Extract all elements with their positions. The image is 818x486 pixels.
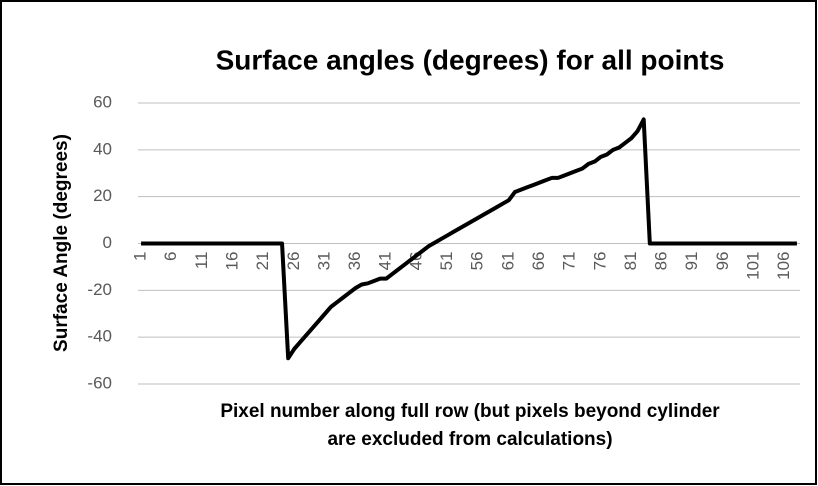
x-tick-label: 31	[314, 252, 333, 271]
y-tick-label: -20	[87, 280, 112, 299]
x-tick-label: 101	[744, 252, 763, 280]
x-tick-label: 56	[468, 252, 487, 271]
x-tick-label: 76	[590, 252, 609, 271]
x-tick-label: 16	[222, 252, 241, 271]
chart-title: Surface angles (degrees) for all points	[216, 44, 725, 75]
data-line	[141, 117, 797, 361]
x-tick-label: 1	[131, 252, 150, 261]
x-tick-label: 66	[529, 252, 548, 271]
x-tick-label: 71	[560, 252, 579, 271]
x-tick-label: 81	[621, 252, 640, 271]
y-axis-title: Surface Angle (degrees)	[51, 134, 72, 352]
x-axis-title: Pixel number along full row (but pixels …	[220, 401, 720, 422]
x-tick-label: 46	[406, 252, 425, 271]
x-tick-label: 21	[253, 252, 272, 271]
x-tick-label: 41	[376, 252, 395, 271]
y-tick-label: 40	[93, 139, 112, 158]
x-tick-label: 26	[284, 252, 303, 271]
x-tick-label: 91	[682, 252, 701, 271]
y-tick-label: -40	[87, 327, 112, 346]
y-tick-label: -60	[87, 373, 112, 392]
x-tick-label: 61	[498, 252, 517, 271]
x-tick-label: 106	[774, 252, 793, 280]
x-tick-label: 86	[652, 252, 671, 271]
y-tick-label: 60	[93, 92, 112, 111]
y-tick-label: 0	[103, 233, 112, 252]
y-tick-label: 20	[93, 186, 112, 205]
x-tick-label: 36	[345, 252, 364, 271]
x-tick-label: 96	[713, 252, 732, 271]
x-tick-label: 51	[437, 252, 456, 271]
x-axis-title: are excluded from calculations)	[327, 429, 612, 450]
x-tick-label: 6	[161, 252, 180, 261]
x-tick-label: 11	[192, 252, 211, 270]
